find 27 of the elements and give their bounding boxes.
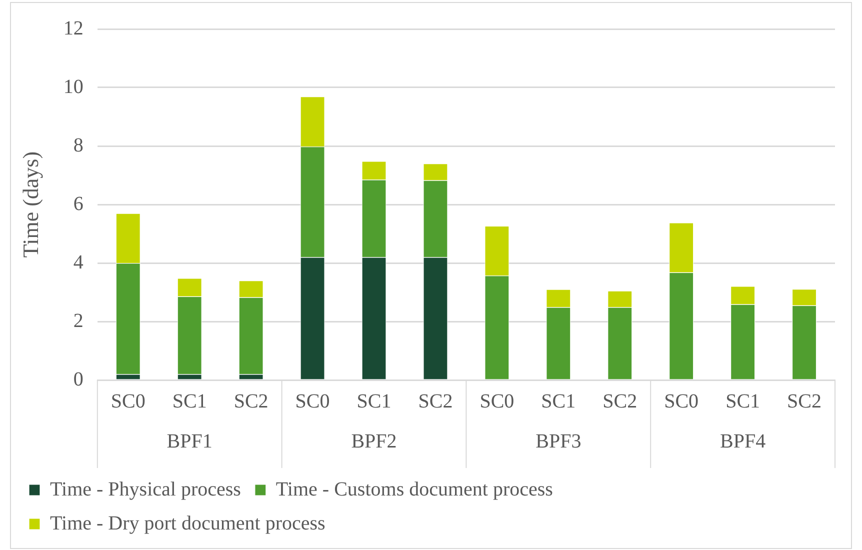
y-axis-title: Time (days): [18, 151, 43, 258]
y-tick-label: 2: [73, 310, 84, 332]
legend-label: Time - Dry port document process: [50, 512, 326, 534]
y-tick-label: 12: [63, 17, 84, 40]
y-tick-label: 8: [73, 134, 84, 156]
x-tick-label: SC2: [787, 390, 822, 412]
x-tick-label: SC2: [602, 390, 638, 412]
x-tick-label: SC0: [664, 390, 699, 412]
text: BPF1: [166, 430, 212, 452]
text: BPF3: [536, 430, 582, 452]
y-tick-label: 4: [73, 251, 84, 274]
x-tick-label: SC0: [295, 390, 330, 412]
x-tick-label: SC0: [480, 390, 514, 412]
x-tick-label: SC0: [110, 390, 146, 412]
legend-label: Time - Physical process: [50, 478, 242, 500]
text: BPF2: [351, 430, 397, 452]
text: BPF4: [720, 430, 766, 452]
x-tick-label: SC1: [726, 390, 760, 412]
legend-label: Time - Customs document process: [276, 478, 554, 500]
x-tick-label: SC1: [172, 390, 207, 412]
x-tick-label: SC1: [541, 390, 576, 412]
y-tick-label: 10: [63, 76, 84, 98]
x-tick-label: SC2: [418, 390, 453, 412]
x-tick-label: SC1: [356, 390, 392, 412]
x-tick-label: SC2: [234, 390, 268, 412]
y-tick-label: 6: [73, 192, 84, 215]
y-tick-label: 0: [73, 368, 84, 390]
